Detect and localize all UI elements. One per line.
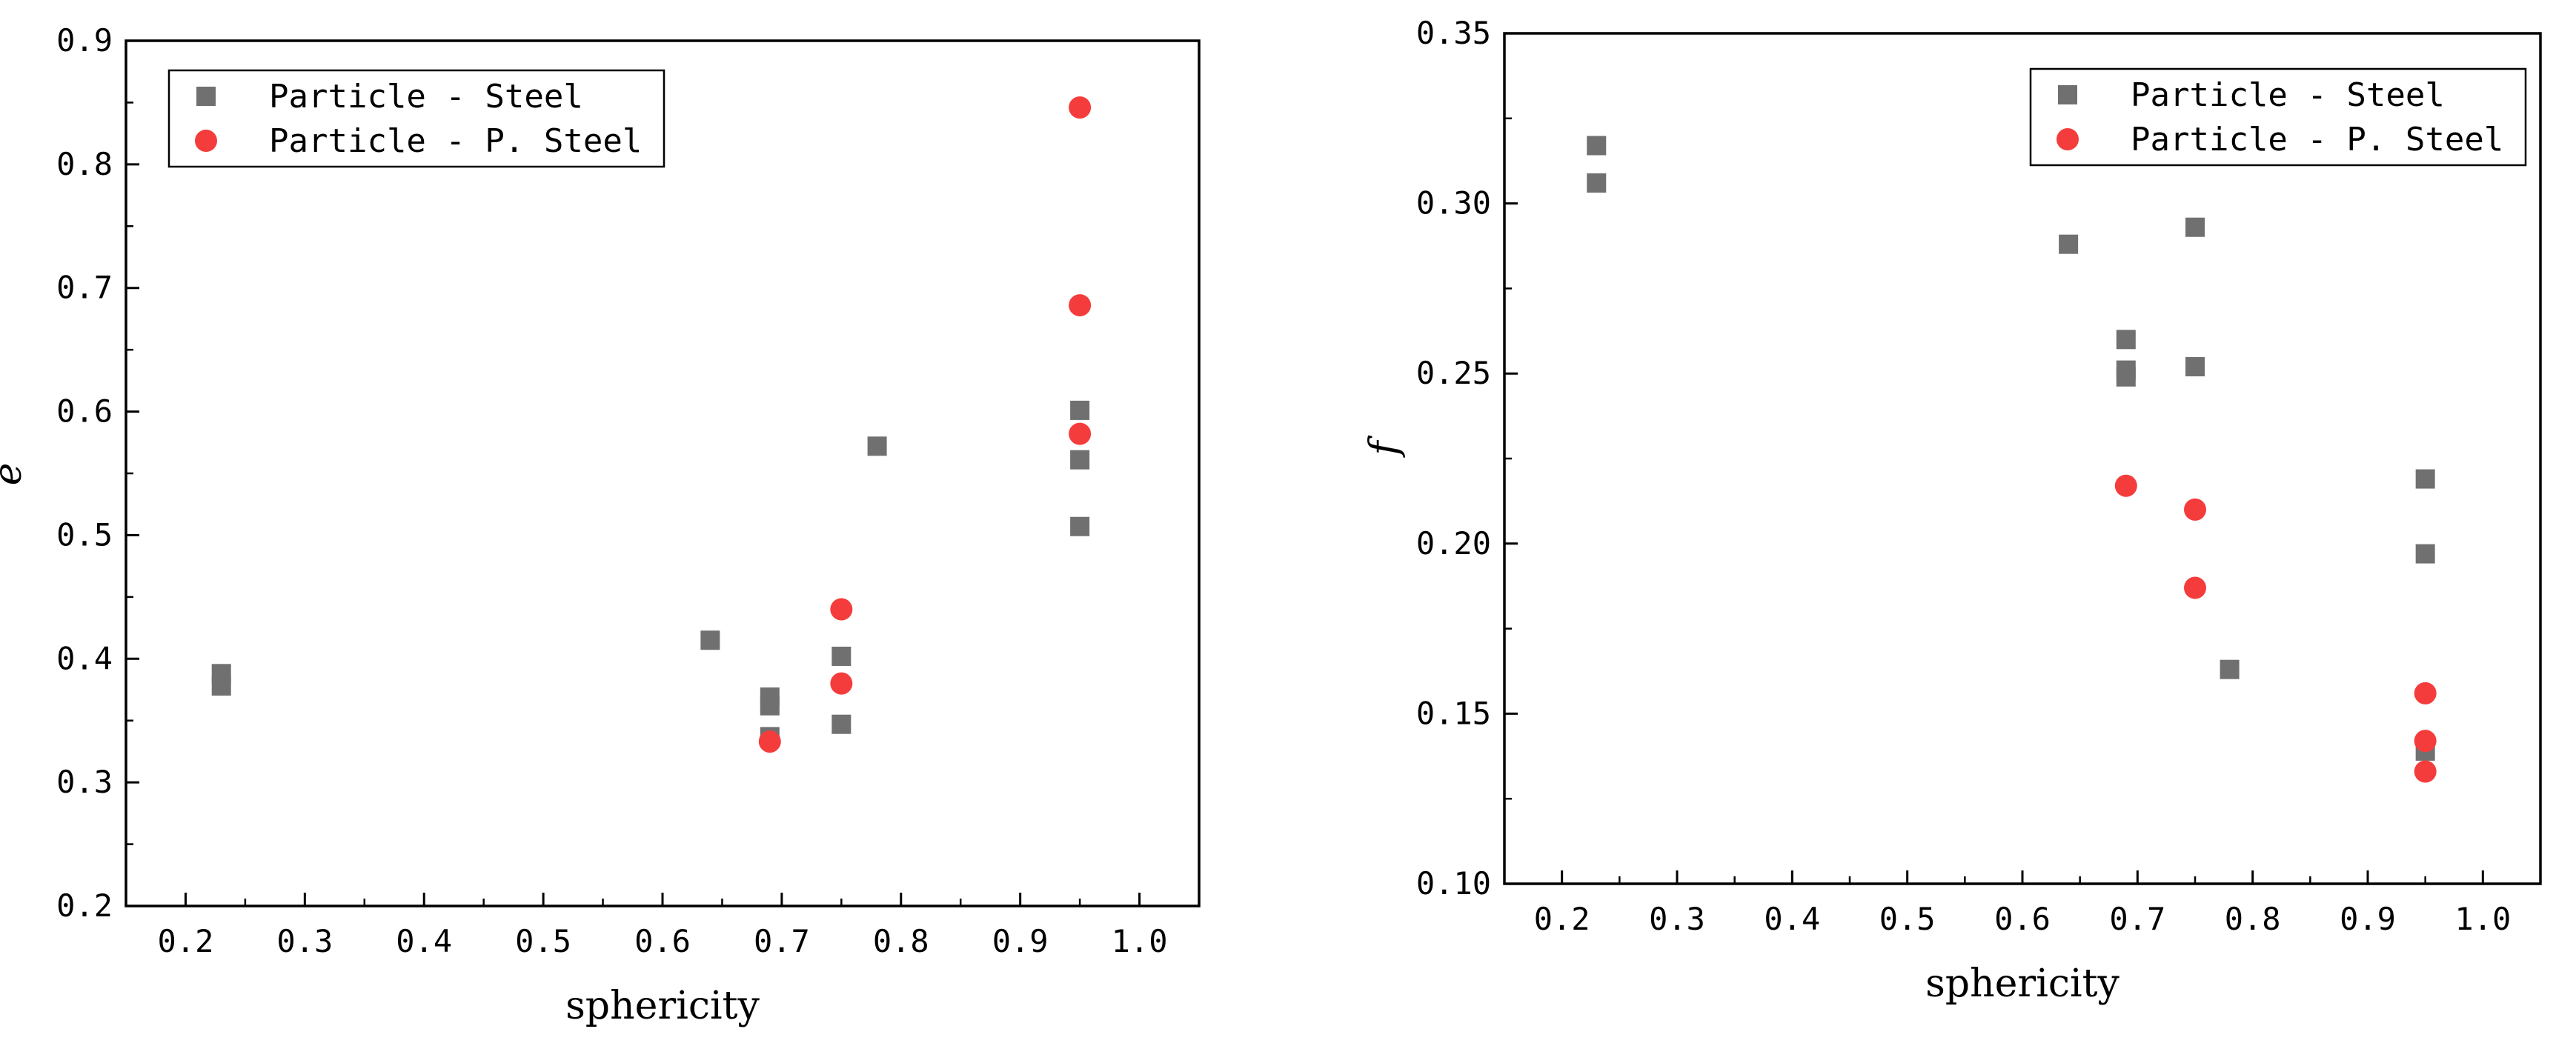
data-point-psteel [758, 730, 781, 753]
y-tick-label: 0.10 [1416, 865, 1491, 902]
plot-frame [125, 39, 1201, 907]
x-tick-label: 0.2 [1534, 901, 1590, 937]
data-point-steel [867, 436, 887, 456]
y-tick-label: 0.25 [1416, 355, 1491, 391]
x-tick-label: 1.0 [2454, 901, 2511, 937]
x-tick-label: 0.7 [2109, 901, 2165, 937]
y-tick-label: 0.2 [56, 887, 113, 924]
data-point-steel [2220, 659, 2240, 679]
data-point-psteel [1069, 422, 1092, 445]
y-tick-label: 0.3 [56, 764, 113, 800]
data-point-psteel [2414, 760, 2437, 783]
data-point-psteel [830, 598, 853, 621]
legend-box [2029, 67, 2527, 167]
x-tick-label: 0.8 [2225, 901, 2281, 937]
legend-marker-psteel [2057, 128, 2079, 150]
data-point-steel [2185, 357, 2205, 377]
data-point-steel [760, 696, 780, 716]
x-axis-title: sphericity [565, 984, 760, 1028]
x-tick-label: 1.0 [1112, 923, 1168, 959]
x-tick-label: 0.5 [1879, 901, 1936, 937]
legend-marker-steel [2058, 85, 2077, 104]
x-tick-label: 0.6 [634, 923, 691, 959]
x-tick-label: 0.3 [276, 923, 333, 959]
data-point-steel [2415, 469, 2435, 489]
x-tick-label: 0.7 [754, 923, 810, 959]
legend-label: Particle - P. Steel [2131, 121, 2503, 159]
chart-e-vs-sphericity: 0.2 0.3 0.4 0.5 0.6 0.7 0.8 0.9 1.0 0.2 0.3 0.4 0.5 0… [0, 22, 1201, 1028]
data-point-steel [2116, 330, 2136, 350]
x-tick-label: 0.9 [992, 923, 1049, 959]
y-tick-label: 0.5 [56, 516, 113, 553]
data-point-steel [1070, 450, 1090, 470]
data-point-psteel [2414, 730, 2437, 753]
x-tick-label: 0.5 [515, 923, 571, 959]
legend-label: Particle - Steel [2131, 76, 2445, 114]
legend-marker-psteel [195, 130, 217, 152]
data-point-steel [2185, 217, 2205, 237]
data-point-steel [1587, 173, 1607, 193]
legend-label: Particle - P. Steel [269, 122, 642, 160]
y-tick-label: 0.30 [1416, 185, 1491, 221]
x-axis-title: sphericity [1925, 962, 2119, 1006]
data-point-steel [2116, 367, 2136, 387]
y-tick-label: 0.4 [56, 640, 113, 676]
data-point-steel [2415, 544, 2435, 564]
y-axis-title: f [1362, 436, 1407, 459]
data-point-steel [1070, 516, 1090, 536]
x-tick-label: 0.6 [1994, 901, 2051, 937]
data-point-psteel [1069, 96, 1092, 119]
data-point-psteel [2114, 474, 2137, 497]
data-point-steel [700, 630, 720, 650]
data-point-steel [831, 714, 852, 734]
data-point-steel [211, 676, 231, 696]
y-tick-label: 0.15 [1416, 695, 1491, 731]
legend-label: Particle - Steel [269, 78, 583, 116]
y-tick-label: 0.7 [56, 270, 113, 306]
data-point-steel [831, 646, 852, 666]
y-tick-label: 0.9 [56, 22, 113, 59]
y-tick-label: 0.8 [56, 146, 113, 182]
x-tick-label: 0.9 [2340, 901, 2396, 937]
data-point-steel [1587, 136, 1607, 156]
x-tick-label: 0.4 [396, 923, 452, 959]
x-tick-label: 0.8 [873, 923, 929, 959]
x-tick-label: 0.3 [1649, 901, 1705, 937]
y-tick-label: 0.6 [56, 393, 113, 430]
legend-marker-steel [196, 87, 216, 106]
data-point-psteel [2414, 682, 2437, 704]
y-axis-title: e [0, 463, 30, 486]
x-tick-label: 0.4 [1764, 901, 1820, 937]
data-point-psteel [830, 672, 853, 695]
data-point-psteel [2184, 498, 2206, 521]
y-tick-label: 0.20 [1416, 525, 1491, 562]
y-tick-label: 0.35 [1416, 15, 1491, 51]
chart-f-vs-sphericity: 0.2 0.3 0.4 0.5 0.6 0.7 0.8 0.9 1.0 0.10 0.15 0.20 0… [1362, 15, 2542, 1006]
x-tick-label: 0.2 [158, 923, 214, 959]
data-point-psteel [1069, 294, 1092, 317]
legend-box [167, 69, 665, 168]
data-point-steel [1070, 400, 1090, 420]
data-point-psteel [2184, 576, 2206, 599]
data-point-steel [2059, 234, 2079, 254]
